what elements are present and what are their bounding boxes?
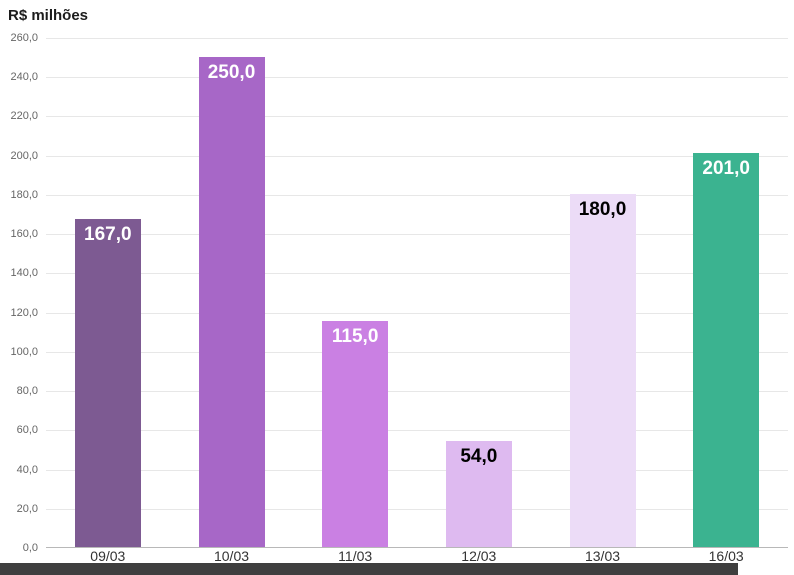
bar-value-label: 201,0 — [702, 157, 750, 179]
gridline — [46, 351, 788, 353]
x-tick-label: 16/03 — [708, 548, 744, 564]
chart-bar[interactable]: 167,0 — [74, 219, 141, 547]
gridline — [46, 391, 788, 393]
plot-area: 0,0 20,0 40,0 60,0 80,0 100,0 120,0 140,0 160,0 1… — [10, 32, 788, 563]
y-tick-label: 0,0 — [22, 542, 38, 554]
gridline — [46, 116, 788, 118]
gridline — [46, 77, 788, 79]
gridline — [46, 234, 788, 236]
y-tick-label: 200,0 — [10, 149, 38, 162]
gridline — [46, 155, 788, 157]
y-tick-label: 220,0 — [10, 110, 38, 123]
y-tick-label: 260,0 — [10, 32, 38, 44]
y-tick-label: 40,0 — [16, 463, 38, 476]
gridline — [46, 312, 788, 314]
y-tick-label: 80,0 — [16, 385, 38, 398]
bottom-dark-strip — [0, 563, 738, 575]
y-tick-label: 20,0 — [16, 502, 38, 515]
bar-value-label: 250,0 — [207, 61, 256, 83]
y-tick-label: 180,0 — [10, 188, 38, 201]
y-tick-label: 100,0 — [10, 345, 38, 358]
gridline — [46, 430, 788, 432]
x-tick-label: 09/03 — [90, 548, 126, 564]
y-tick-label: 140,0 — [10, 267, 38, 280]
chart-bar[interactable]: 250,0 — [198, 56, 265, 547]
y-tick-label: 60,0 — [16, 424, 38, 437]
y-tick-label: 240,0 — [10, 71, 38, 84]
x-tick-label: 13/03 — [584, 548, 621, 564]
gridline — [46, 38, 788, 39]
chart-bar[interactable]: 180,0 — [569, 193, 636, 547]
chart-bar[interactable]: 54,0 — [445, 441, 512, 547]
y-tick-label: 160,0 — [10, 228, 38, 241]
gridline — [46, 194, 788, 196]
gridline — [46, 469, 788, 471]
gridline — [46, 508, 788, 510]
gridline — [46, 273, 788, 275]
chart-bar[interactable]: 201,0 — [693, 152, 760, 547]
bar-value-label: 54,0 — [460, 446, 498, 468]
bar-value-label: 115,0 — [331, 326, 379, 348]
y-tick-label: 120,0 — [10, 306, 38, 319]
x-tick-label: 10/03 — [213, 548, 250, 564]
chart-bar[interactable]: 115,0 — [322, 321, 389, 547]
bar-value-label: 167,0 — [84, 224, 132, 246]
bar-value-label: 180,0 — [578, 198, 627, 220]
x-tick-label: 11/03 — [338, 548, 373, 564]
chart-title: R$ milhões — [8, 7, 89, 24]
x-axis-line — [46, 547, 788, 548]
x-tick-label: 12/03 — [461, 548, 497, 564]
